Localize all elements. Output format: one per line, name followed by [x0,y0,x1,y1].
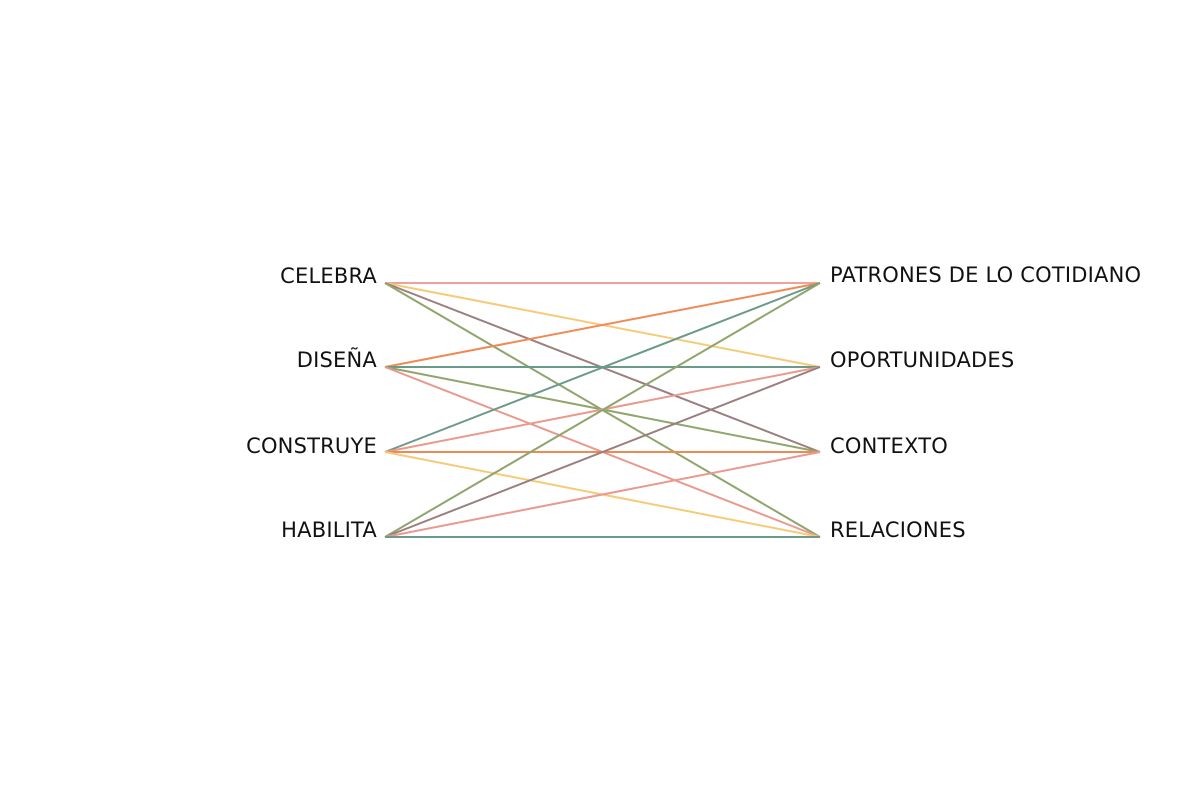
left-labels-group: CELEBRA DISEÑA CONSTRUYE HABILITA [246,264,377,542]
link-habilita-patrones [384,282,821,538]
left-node-label: HABILITA [281,518,377,542]
left-node-label: CONSTRUYE [246,434,377,458]
right-node-label: PATRONES DE LO COTIDIANO [830,263,1141,287]
left-node-label: CELEBRA [280,264,377,288]
link-construye-patrones [384,282,821,453]
right-node-label: CONTEXTO [830,434,948,458]
right-node-label: OPORTUNIDADES [830,348,1014,372]
links-group [384,282,821,538]
right-node-label: RELACIONES [830,518,966,542]
link-habilita-oportunidades [384,366,821,538]
left-node-label: DISEÑA [297,346,378,372]
link-habilita-contexto [384,451,821,538]
right-labels-group: PATRONES DE LO COTIDIANO OPORTUNIDADES C… [830,263,1141,542]
link-disena-patrones [384,282,821,368]
